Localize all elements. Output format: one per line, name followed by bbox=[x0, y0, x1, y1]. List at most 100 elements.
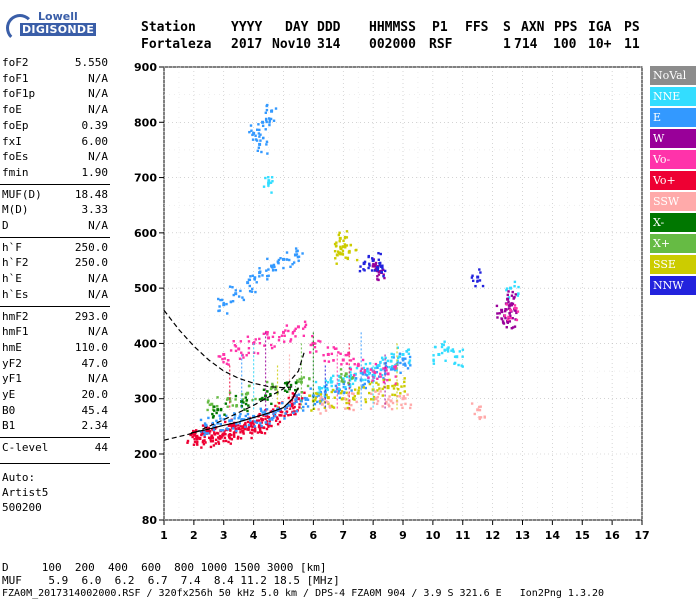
echo-point bbox=[192, 433, 195, 436]
echo-point bbox=[313, 346, 317, 349]
echo-point bbox=[301, 327, 305, 330]
echo-point bbox=[384, 361, 388, 365]
echo-point bbox=[255, 281, 258, 284]
echo-point bbox=[319, 340, 322, 343]
echo-point bbox=[215, 419, 218, 423]
echo-point bbox=[220, 298, 224, 302]
echo-point bbox=[237, 435, 240, 439]
echo-point bbox=[510, 294, 514, 297]
echo-point bbox=[268, 422, 271, 425]
echo-point bbox=[325, 393, 328, 397]
echo-point bbox=[249, 421, 252, 424]
echo-point bbox=[387, 403, 390, 406]
echo-point bbox=[352, 408, 355, 412]
y-tick-label: 800 bbox=[134, 116, 157, 129]
echo-point bbox=[239, 289, 242, 293]
echo-point bbox=[240, 399, 244, 403]
echo-point bbox=[368, 264, 371, 267]
echo-point bbox=[209, 438, 212, 441]
echo-point bbox=[513, 280, 517, 284]
echo-point bbox=[388, 395, 391, 398]
echo-point bbox=[361, 386, 364, 389]
echo-point bbox=[265, 143, 268, 146]
echo-point bbox=[381, 394, 385, 397]
echo-point bbox=[271, 418, 274, 421]
echo-point bbox=[284, 412, 287, 415]
echo-point bbox=[272, 263, 276, 267]
echo-point bbox=[380, 356, 384, 360]
echo-point bbox=[197, 436, 200, 439]
echo-point bbox=[259, 270, 262, 273]
echo-point bbox=[502, 321, 505, 324]
c-level-value: 44 bbox=[94, 441, 108, 455]
echo-point bbox=[378, 387, 381, 390]
echo-point bbox=[368, 391, 371, 395]
echo-point bbox=[265, 380, 269, 384]
echo-point bbox=[211, 412, 214, 416]
echo-point bbox=[277, 339, 281, 342]
echo-point bbox=[337, 351, 340, 354]
echo-point bbox=[196, 443, 199, 446]
echo-point bbox=[253, 278, 256, 281]
echo-point bbox=[505, 303, 508, 306]
echo-point bbox=[311, 394, 315, 398]
echo-point bbox=[206, 401, 210, 404]
echo-point bbox=[471, 274, 474, 277]
echo-point bbox=[515, 311, 518, 315]
x-tick-label: 8 bbox=[369, 529, 377, 542]
echo-point bbox=[440, 351, 444, 355]
echo-point bbox=[261, 274, 264, 277]
echo-point bbox=[278, 413, 281, 417]
echo-point bbox=[219, 417, 222, 420]
header-value-5: RSF bbox=[429, 37, 453, 52]
echo-point bbox=[326, 352, 330, 356]
echo-point bbox=[239, 428, 242, 431]
echo-point bbox=[513, 296, 516, 299]
x-tick-label: 14 bbox=[545, 529, 561, 542]
header-label-0: Station bbox=[141, 20, 196, 35]
echo-point bbox=[505, 326, 508, 329]
echo-point bbox=[326, 381, 330, 384]
echo-point bbox=[359, 378, 363, 382]
echo-point bbox=[326, 401, 330, 404]
echo-point bbox=[342, 239, 345, 243]
echo-point bbox=[392, 356, 395, 359]
echo-point bbox=[338, 375, 341, 378]
echo-point bbox=[400, 385, 403, 388]
echo-point bbox=[218, 309, 221, 312]
echo-point bbox=[317, 386, 321, 390]
echo-point bbox=[345, 401, 348, 405]
legend-item: Vo- bbox=[650, 150, 696, 169]
echo-point bbox=[266, 257, 269, 261]
echo-point bbox=[210, 402, 214, 406]
echo-point bbox=[268, 419, 271, 423]
echo-point bbox=[246, 412, 250, 416]
echo-point bbox=[239, 412, 242, 416]
echo-point bbox=[386, 385, 389, 388]
echo-point bbox=[399, 361, 402, 365]
logo-arc-icon bbox=[6, 14, 34, 42]
echo-point bbox=[206, 408, 209, 412]
echo-point bbox=[374, 261, 378, 265]
echo-point bbox=[264, 111, 267, 115]
echo-point bbox=[232, 293, 235, 297]
param-name: M(D) bbox=[2, 203, 29, 217]
echo-point bbox=[517, 292, 520, 295]
echo-point bbox=[253, 341, 256, 344]
echo-point bbox=[339, 245, 342, 249]
echo-point bbox=[223, 357, 227, 360]
echo-point bbox=[471, 279, 475, 283]
echo-point bbox=[373, 372, 376, 376]
echo-point bbox=[237, 427, 241, 431]
echo-point bbox=[247, 423, 251, 427]
echo-point bbox=[479, 405, 482, 408]
echo-point bbox=[290, 404, 294, 408]
echo-point bbox=[290, 399, 294, 402]
profile-curve bbox=[190, 387, 299, 434]
echo-point bbox=[222, 301, 225, 305]
echo-point bbox=[218, 305, 221, 308]
echo-point bbox=[300, 377, 303, 380]
echo-point bbox=[377, 364, 381, 368]
echo-point bbox=[285, 258, 288, 261]
param-row: B0 45.4 bbox=[2, 404, 108, 420]
